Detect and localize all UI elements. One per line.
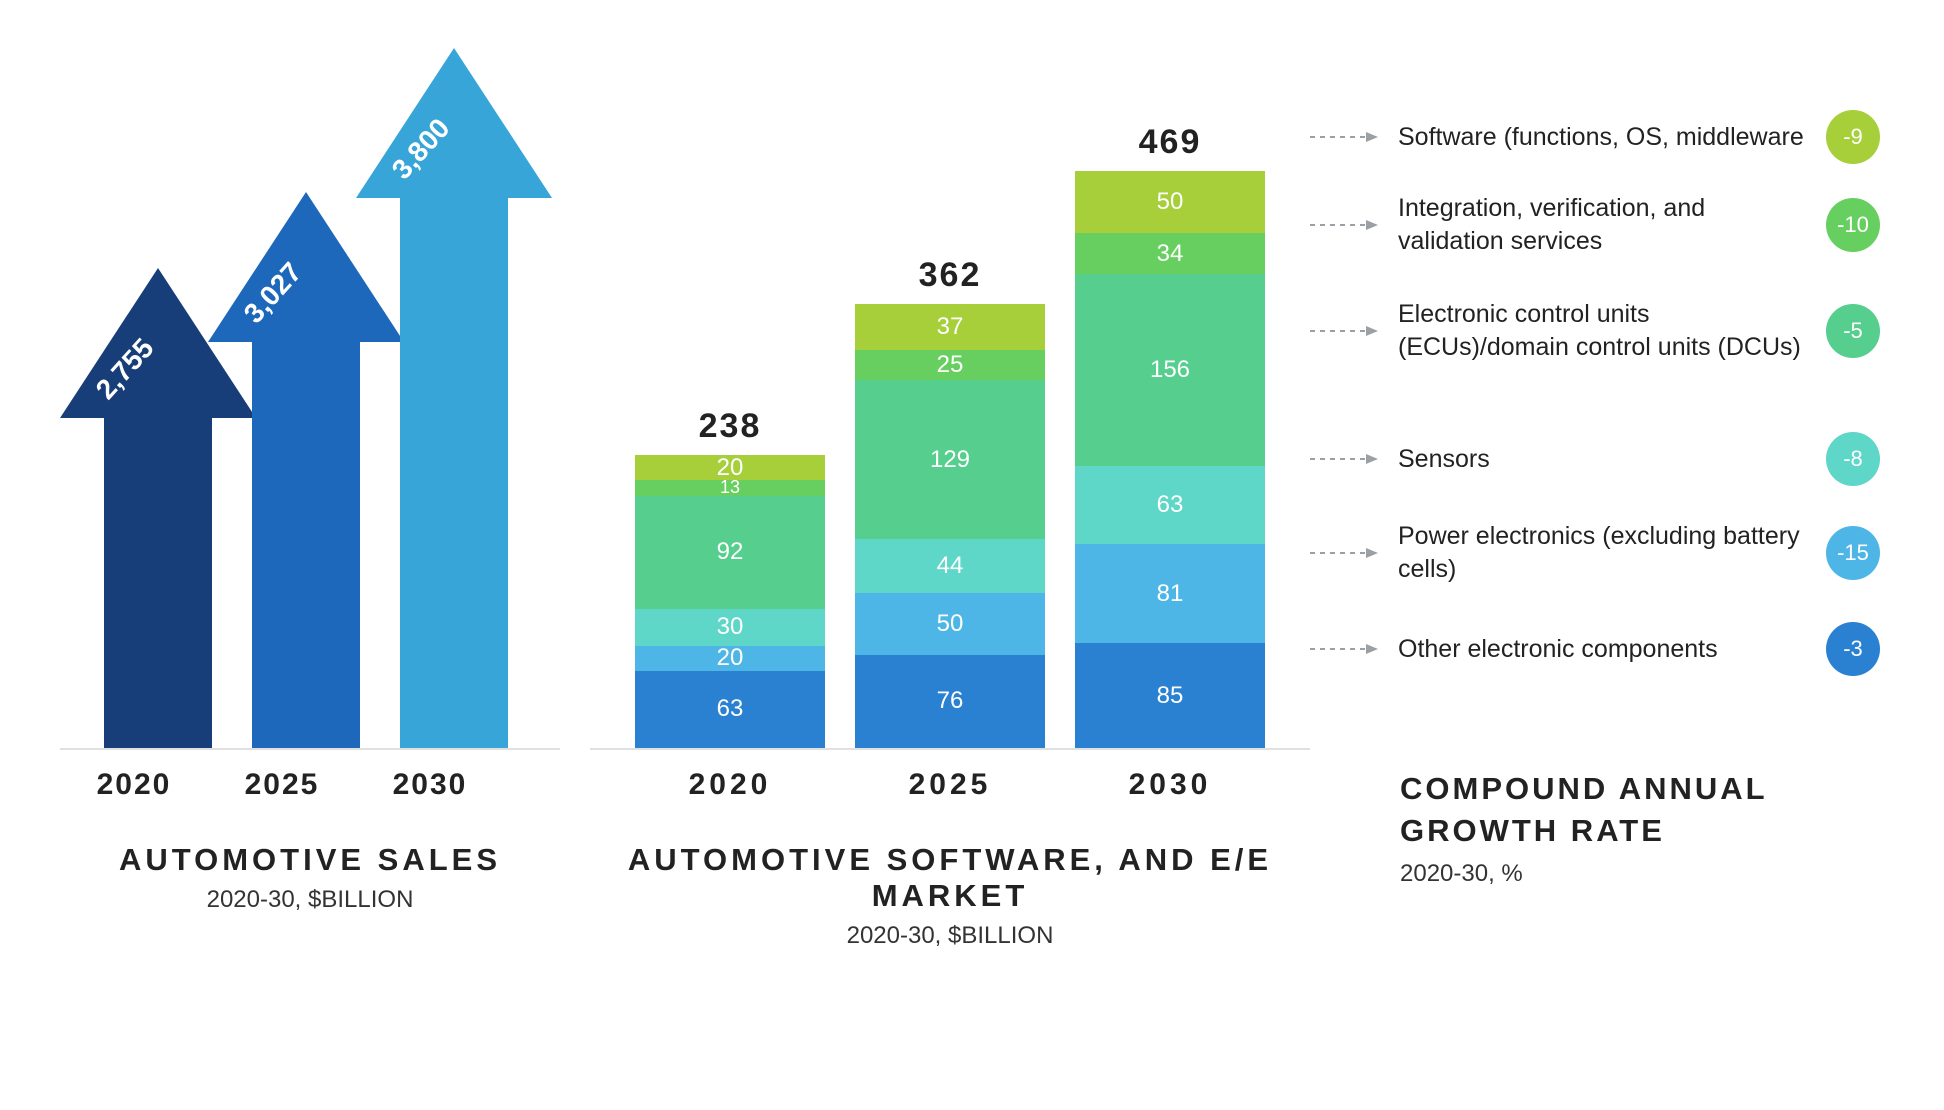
cagr-badge: -5: [1826, 304, 1880, 358]
bar-segment-software: 20: [635, 455, 825, 480]
legend-label: Software (functions, OS, middleware: [1398, 121, 1806, 154]
legend-label: Power electronics (excluding battery cel…: [1398, 520, 1806, 585]
right-subtitle: 2020-30, %: [1400, 860, 1523, 888]
bar-segment-other: 63: [635, 671, 825, 748]
stacked-bar-2030: 4695034156638185: [1075, 171, 1265, 748]
left-year-axis: 202020252030: [60, 768, 560, 802]
bar-segment-software: 50: [1075, 171, 1265, 233]
legend-label: Sensors: [1398, 443, 1806, 476]
cagr-badge: -9: [1826, 110, 1880, 164]
legend-label: Other electronic components: [1398, 633, 1806, 666]
legend-row-integ: Integration, verification, and validatio…: [1310, 192, 1880, 257]
bar-segment-sensors: 44: [855, 539, 1045, 593]
bar-total-label: 238: [635, 407, 825, 446]
bar-segment-other: 85: [1075, 643, 1265, 748]
arrow-chart: 2,7553,0273,800: [60, 30, 560, 750]
dashed-connector-icon: [1310, 452, 1380, 466]
bar-segment-ecu: 156: [1075, 274, 1265, 466]
bar-total-label: 362: [855, 256, 1045, 295]
bar-segment-integ: 25: [855, 350, 1045, 381]
bar-segment-ecu: 92: [635, 496, 825, 609]
cagr-badge: -15: [1826, 526, 1880, 580]
bar-segment-power: 20: [635, 646, 825, 671]
legend-row-sensors: Sensors -8: [1310, 432, 1880, 486]
dashed-connector-icon: [1310, 324, 1380, 338]
legend-label: Integration, verification, and validatio…: [1398, 192, 1806, 257]
dashed-connector-icon: [1310, 218, 1380, 232]
bar-segment-integ: 34: [1075, 233, 1265, 275]
legend-row-software: Software (functions, OS, middleware -9: [1310, 110, 1880, 164]
bar-segment-other: 76: [855, 655, 1045, 748]
year-label: 2020: [635, 768, 825, 802]
year-label: 2030: [356, 768, 504, 802]
legend-row-power: Power electronics (excluding battery cel…: [1310, 520, 1880, 585]
right-title: COMPOUND ANNUAL GROWTH RATE: [1400, 768, 1880, 852]
year-label: 2020: [60, 768, 208, 802]
dashed-connector-icon: [1310, 642, 1380, 656]
bar-segment-power: 81: [1075, 544, 1265, 644]
year-label: 2030: [1075, 768, 1265, 802]
mid-title: AUTOMOTIVE SOFTWARE, AND E/E MARKET: [590, 842, 1310, 914]
year-label: 2025: [855, 768, 1045, 802]
sales-arrow-2030: 3,800: [356, 48, 552, 748]
cagr-panel: Software (functions, OS, middleware -9 Int…: [1310, 30, 1880, 1080]
bar-segment-integ: 13: [635, 480, 825, 496]
stacked-bar-2020: 238201392302063: [635, 455, 825, 748]
mid-year-axis: 2020 2025 2030: [590, 768, 1310, 802]
cagr-badge: -3: [1826, 622, 1880, 676]
legend-row-other: Other electronic components -3: [1310, 622, 1880, 676]
bar-segment-sensors: 63: [1075, 466, 1265, 543]
bar-segment-ecu: 129: [855, 380, 1045, 539]
left-title: AUTOMOTIVE SALES: [60, 842, 560, 878]
software-ee-panel: 2382013923020633623725129445076469503415…: [590, 30, 1310, 1080]
stacked-bar-chart: 2382013923020633623725129445076469503415…: [590, 30, 1310, 750]
legend-label: Electronic control units (ECUs)/domain c…: [1398, 298, 1806, 363]
dashed-connector-icon: [1310, 546, 1380, 560]
bar-total-label: 469: [1075, 123, 1265, 162]
stacked-bar-2025: 3623725129445076: [855, 304, 1045, 748]
left-subtitle: 2020-30, $BILLION: [60, 886, 560, 914]
automotive-sales-panel: 2,7553,0273,800 202020252030 AUTOMOTIVE …: [60, 30, 560, 1080]
legend-row-ecu: Electronic control units (ECUs)/domain c…: [1310, 298, 1880, 363]
mid-subtitle: 2020-30, $BILLION: [590, 922, 1310, 950]
bar-segment-power: 50: [855, 593, 1045, 655]
cagr-badge: -8: [1826, 432, 1880, 486]
year-label: 2025: [208, 768, 356, 802]
bar-segment-sensors: 30: [635, 609, 825, 646]
bar-segment-software: 37: [855, 304, 1045, 350]
dashed-connector-icon: [1310, 130, 1380, 144]
cagr-badge: -10: [1826, 198, 1880, 252]
